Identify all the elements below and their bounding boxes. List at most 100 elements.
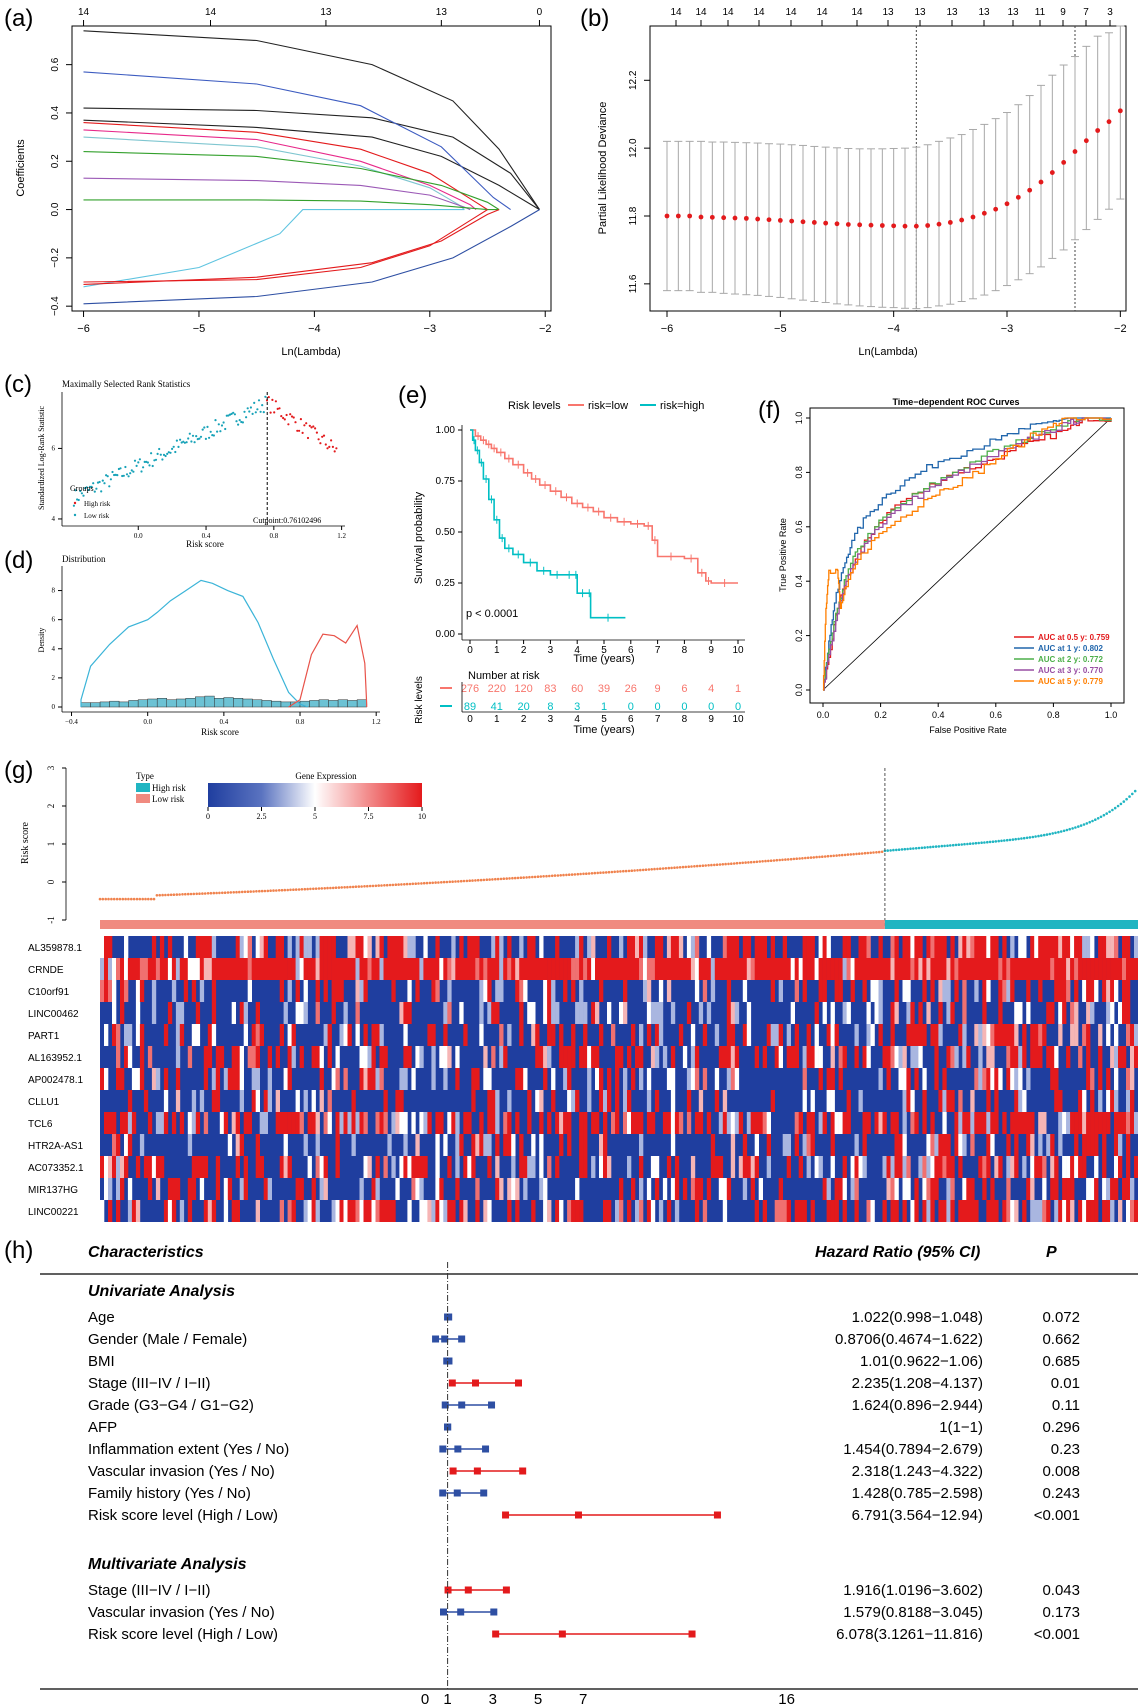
heatmap-cell	[854, 1024, 859, 1046]
heatmap-cell	[623, 980, 628, 1002]
heatmap-cell	[762, 936, 767, 958]
risk-score-point	[590, 872, 594, 875]
heatmap-cell	[1030, 1134, 1035, 1156]
heatmap-cell	[199, 1090, 205, 1112]
heatmap-cell	[375, 936, 380, 958]
x-tick-label: 0.8	[1047, 710, 1060, 720]
coef-path-7	[83, 151, 500, 211]
risk-score-point	[258, 889, 261, 893]
heatmap-cell	[650, 958, 656, 980]
coef-path-2	[83, 119, 540, 211]
heatmap-cell	[1010, 958, 1015, 980]
heatmap-cell	[918, 1002, 923, 1024]
heatmap-cell	[112, 1112, 117, 1134]
heatmap-cell	[499, 958, 504, 980]
heatmap-cell	[1062, 980, 1067, 1002]
forest-row-p: <0.001	[1034, 1626, 1080, 1643]
risk-score-point	[846, 853, 850, 856]
deviance-point	[675, 213, 681, 219]
risk-score-point	[380, 884, 383, 887]
heatmap-cell	[1038, 1112, 1043, 1134]
heatmap-cell	[251, 1090, 256, 1112]
heatmap-cell	[1126, 1134, 1131, 1156]
heatmap-cell	[966, 1112, 971, 1134]
risk-score-point	[869, 851, 872, 855]
heatmap-cell	[822, 958, 827, 980]
heatmap-cell	[826, 1090, 831, 1112]
heatmap-cell	[1086, 1046, 1091, 1068]
heatmap-cell	[331, 936, 336, 958]
heatmap-cell	[962, 1024, 967, 1046]
heatmap-cell	[866, 1200, 871, 1222]
heatmap-cell	[902, 936, 907, 958]
forest-row-p: 0.23	[1051, 1441, 1080, 1458]
heatmap-cell	[1042, 936, 1047, 958]
heatmap-cell	[379, 1112, 384, 1134]
risk-score-point	[368, 884, 372, 888]
heatmap-cell	[986, 1090, 991, 1112]
rank-point-low	[137, 461, 140, 464]
risk-score-point	[104, 897, 107, 901]
heatmap-cell	[818, 958, 823, 980]
heatmap-cell	[1006, 1134, 1011, 1156]
heatmap-cell	[1086, 1134, 1091, 1156]
heatmap-cell	[175, 958, 181, 980]
risk-score-point	[238, 890, 241, 894]
heatmap-cell	[559, 958, 564, 980]
rank-point-low	[150, 452, 153, 455]
heatmap-cell	[986, 958, 991, 980]
heatmap-cell	[583, 1046, 588, 1068]
risk-score-point	[98, 897, 102, 901]
heatmap-cell	[291, 958, 296, 980]
rank-point-high	[285, 413, 288, 417]
heatmap-cell	[910, 936, 915, 958]
heatmap-cell	[1090, 1068, 1095, 1090]
heatmap-cell	[539, 1112, 544, 1134]
risk-score-point	[130, 897, 133, 901]
rank-point-low	[264, 395, 267, 398]
heatmap-cell	[1110, 1200, 1115, 1222]
heatmap-cell	[359, 936, 364, 958]
heatmap-cell	[1054, 958, 1059, 980]
heatmap-cell	[826, 1200, 831, 1222]
rank-point-low	[135, 464, 138, 467]
heatmap-cell	[738, 1112, 744, 1134]
heatmap-cell	[954, 958, 959, 980]
heatmap-cell	[734, 1112, 740, 1134]
heatmap-cell	[1030, 936, 1035, 958]
risk-score-point	[488, 878, 491, 881]
heatmap-cell	[1050, 1046, 1055, 1068]
top-tick-label: 13	[320, 7, 332, 18]
rank-point-low	[169, 451, 172, 454]
risk-score-point	[459, 879, 463, 883]
heatmap-cell	[1102, 936, 1107, 958]
forest-section-title: Multivariate Analysis	[88, 1556, 247, 1573]
heatmap-cell	[567, 1090, 572, 1112]
risk-score-point	[411, 882, 415, 886]
top-tick-label: 9	[1060, 7, 1066, 18]
heatmap-cell	[730, 1024, 736, 1046]
x-tick-label: −3	[1001, 323, 1014, 335]
heatmap-cell	[395, 936, 400, 958]
heatmap-cell	[543, 1002, 548, 1024]
heatmap-cell	[371, 1178, 376, 1200]
heatmap-cell	[858, 936, 863, 958]
heatmap-cell	[962, 936, 967, 958]
heatmap-cell	[263, 1112, 268, 1134]
chart-b-ylabel: Partial Likelihood Deviance	[597, 102, 609, 235]
heatmap-cell	[207, 958, 213, 980]
heatmap-cell	[319, 1068, 324, 1090]
heatmap-cell	[639, 1046, 644, 1068]
heatmap-cell	[1042, 1200, 1047, 1222]
heatmap-cell	[1066, 1200, 1071, 1222]
heatmap-cell	[267, 1090, 272, 1112]
x-tick-label: 0.0	[143, 718, 152, 726]
heatmap-cell	[798, 1200, 803, 1222]
heatmap-cell	[842, 958, 847, 980]
forest-estimate	[464, 1586, 472, 1594]
heatmap-cell	[806, 1024, 811, 1046]
low-risk-density	[80, 579, 308, 708]
heatmap-cell	[1042, 958, 1047, 980]
heatmap-cell	[235, 1134, 240, 1156]
heatmap-cell	[471, 958, 476, 980]
